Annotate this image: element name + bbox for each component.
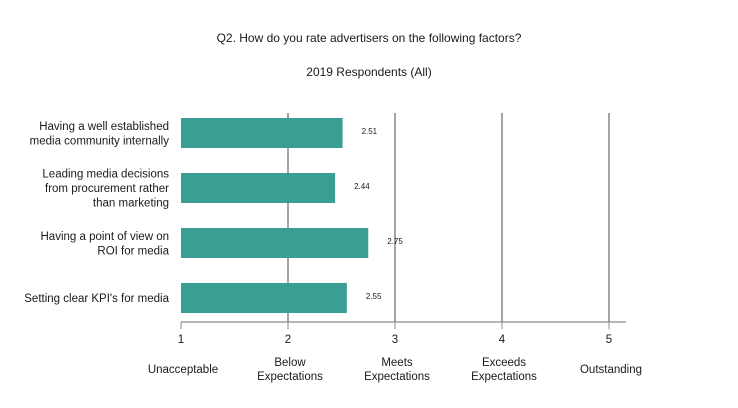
- bar: [181, 118, 343, 148]
- bar-value-label: 2.51: [362, 127, 378, 136]
- bar-value-label: 2.55: [366, 292, 382, 301]
- x-tick-description: Outstanding: [580, 364, 642, 376]
- category-label: Setting clear KPI's for media: [24, 293, 169, 305]
- category-label: Having a point of view on ROI for media: [41, 231, 170, 258]
- x-tick-description: Unacceptable: [148, 364, 218, 376]
- category-label: Having a well established media community…: [30, 121, 170, 148]
- chart-subtitle: 2019 Respondents (All): [306, 65, 432, 79]
- x-tick-label: 1: [178, 334, 184, 346]
- x-tick-description: Meets Expectations: [364, 357, 430, 383]
- bar: [181, 283, 347, 313]
- category-label: Leading media decisions from procurement …: [42, 169, 169, 210]
- bar-value-label: 2.44: [354, 182, 370, 191]
- bar: [181, 228, 369, 258]
- bar: [181, 173, 336, 203]
- x-tick-label: 3: [392, 334, 398, 346]
- chart-title: Q2. How do you rate advertisers on the f…: [216, 31, 522, 45]
- x-tick-description: Below Expectations: [257, 357, 323, 383]
- bar-value-label: 2.75: [387, 237, 403, 246]
- x-tick-label: 5: [606, 334, 612, 346]
- x-tick-description: Exceeds Expectations: [471, 357, 537, 383]
- x-tick-label: 2: [285, 334, 291, 346]
- x-tick-label: 4: [499, 334, 506, 346]
